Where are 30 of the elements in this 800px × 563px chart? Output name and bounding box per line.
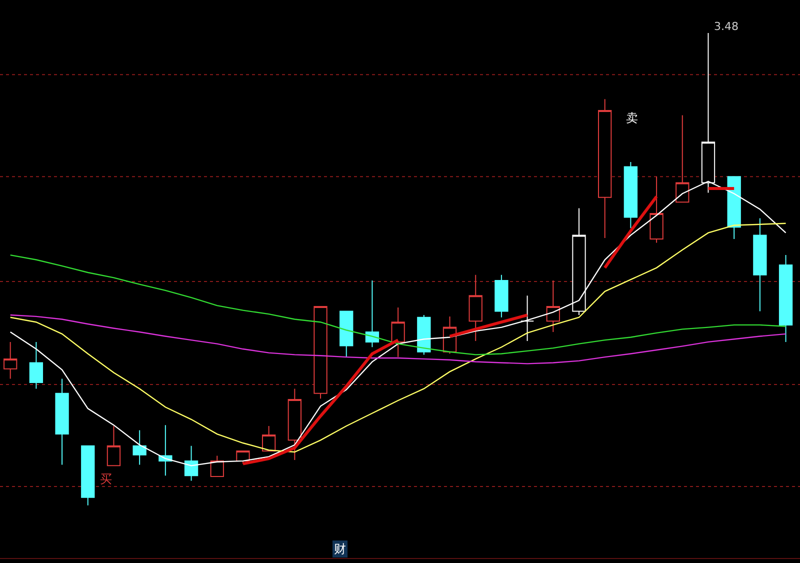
annotation: 买 (100, 472, 112, 486)
candlestick (365, 280, 380, 348)
candlestick (778, 254, 793, 342)
candlestick (417, 314, 431, 356)
candlestick (727, 176, 741, 240)
candlestick (468, 274, 482, 342)
text: 财 (334, 542, 346, 556)
candlestick (494, 274, 508, 318)
candlestick (650, 176, 664, 244)
candlestick (676, 114, 690, 203)
candlestick (598, 98, 612, 239)
candlestick (184, 445, 198, 482)
candlestick (391, 306, 405, 358)
candlestick (520, 295, 534, 342)
candlestick (288, 388, 302, 461)
candlestick (81, 445, 95, 506)
candlestick (4, 341, 18, 380)
candlestick (340, 310, 354, 358)
text: 3.48 (714, 20, 738, 33)
candlestick (572, 208, 586, 316)
candlestick (106, 426, 121, 466)
candlestick (753, 218, 767, 312)
candlestick (314, 306, 328, 400)
annotation: 卖 (626, 111, 638, 125)
candlestick (132, 430, 146, 466)
candlestick (546, 280, 560, 333)
candlestick (29, 341, 44, 390)
candlestick (262, 426, 276, 452)
candlestick (624, 162, 638, 229)
candlestick (55, 378, 69, 466)
